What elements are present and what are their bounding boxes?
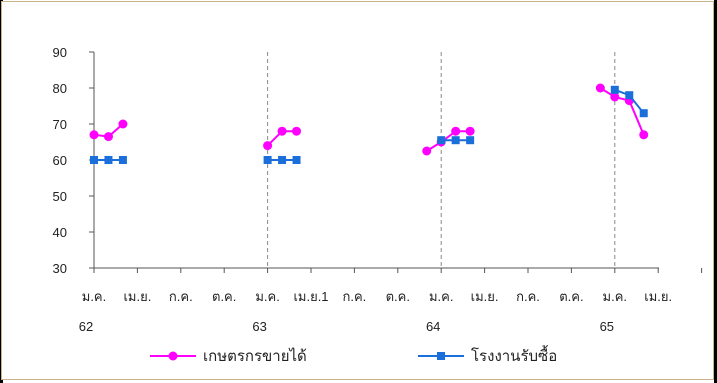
y-tick-label: 50	[53, 189, 67, 204]
y-tick-label: 80	[53, 81, 67, 96]
y-tick-label: 40	[53, 225, 67, 240]
factory-price-point	[625, 91, 634, 100]
legend-marker-farmer-price	[168, 351, 178, 361]
x-tick-label: ม.ค.	[255, 289, 280, 304]
x-tick-label: ก.ค.	[343, 289, 367, 304]
x-tick-label: ม.ค.	[82, 289, 107, 304]
y-tick-label: 60	[53, 153, 67, 168]
factory-price-point	[292, 156, 301, 164]
x-tick-label: เม.ย.	[471, 289, 499, 304]
x-tick-label: ต.ค.	[559, 289, 583, 304]
factory-price-point	[104, 156, 113, 164]
factory-price-point	[451, 136, 460, 145]
farmer-price-point	[118, 119, 128, 129]
legend-label-factory-price: โรงงานรับซื้อ	[471, 345, 557, 365]
factory-price-point	[263, 156, 272, 164]
y-tick-label: 30	[53, 261, 67, 276]
factory-price-point	[90, 156, 98, 164]
x-tick-label: ก.ค.	[516, 289, 540, 304]
farmer-price-point	[639, 130, 649, 140]
farmer-price-point	[89, 130, 99, 140]
factory-price-point	[466, 136, 475, 145]
farmer-price-point	[103, 132, 113, 142]
factory-price-point	[610, 85, 619, 94]
legend-label-farmer-price: เกษตรกรขายได้	[203, 347, 307, 365]
x-tick-label: ม.ค.	[603, 289, 628, 304]
farmer-price-point	[451, 126, 461, 136]
year-label: 65	[600, 319, 614, 334]
year-label: 62	[79, 319, 93, 334]
farmer-price-point	[595, 83, 605, 93]
farmer-price-point	[292, 126, 302, 136]
x-tick-label: เม.ย.1	[293, 289, 328, 304]
x-tick-label: ต.ค.	[386, 289, 410, 304]
y-tick-label: 90	[53, 45, 67, 60]
legend-marker-factory-price	[437, 352, 445, 360]
farmer-price-point	[610, 92, 620, 102]
factory-price-point	[278, 156, 287, 164]
year-label: 64	[426, 319, 440, 334]
x-tick-label: ก.ค.	[169, 289, 193, 304]
year-label: 63	[252, 319, 266, 334]
right-edge-bar	[714, 0, 717, 383]
factory-price-point	[118, 156, 127, 164]
farmer-price-point	[422, 146, 432, 156]
x-tick-label: เม.ย.	[123, 289, 151, 304]
farmer-price-point	[263, 141, 273, 151]
factory-price-point	[639, 109, 648, 118]
x-tick-label: ต.ค.	[212, 289, 236, 304]
farmer-price-line	[426, 130, 471, 152]
x-tick-label: ม.ค.	[429, 289, 454, 304]
farmer-price-line	[599, 87, 645, 136]
farmer-price-point	[277, 126, 287, 136]
farmer-price-point	[465, 126, 475, 136]
y-tick-label: 70	[53, 117, 67, 132]
x-tick-label: เม.ย.	[644, 289, 672, 304]
factory-price-point	[437, 136, 446, 145]
